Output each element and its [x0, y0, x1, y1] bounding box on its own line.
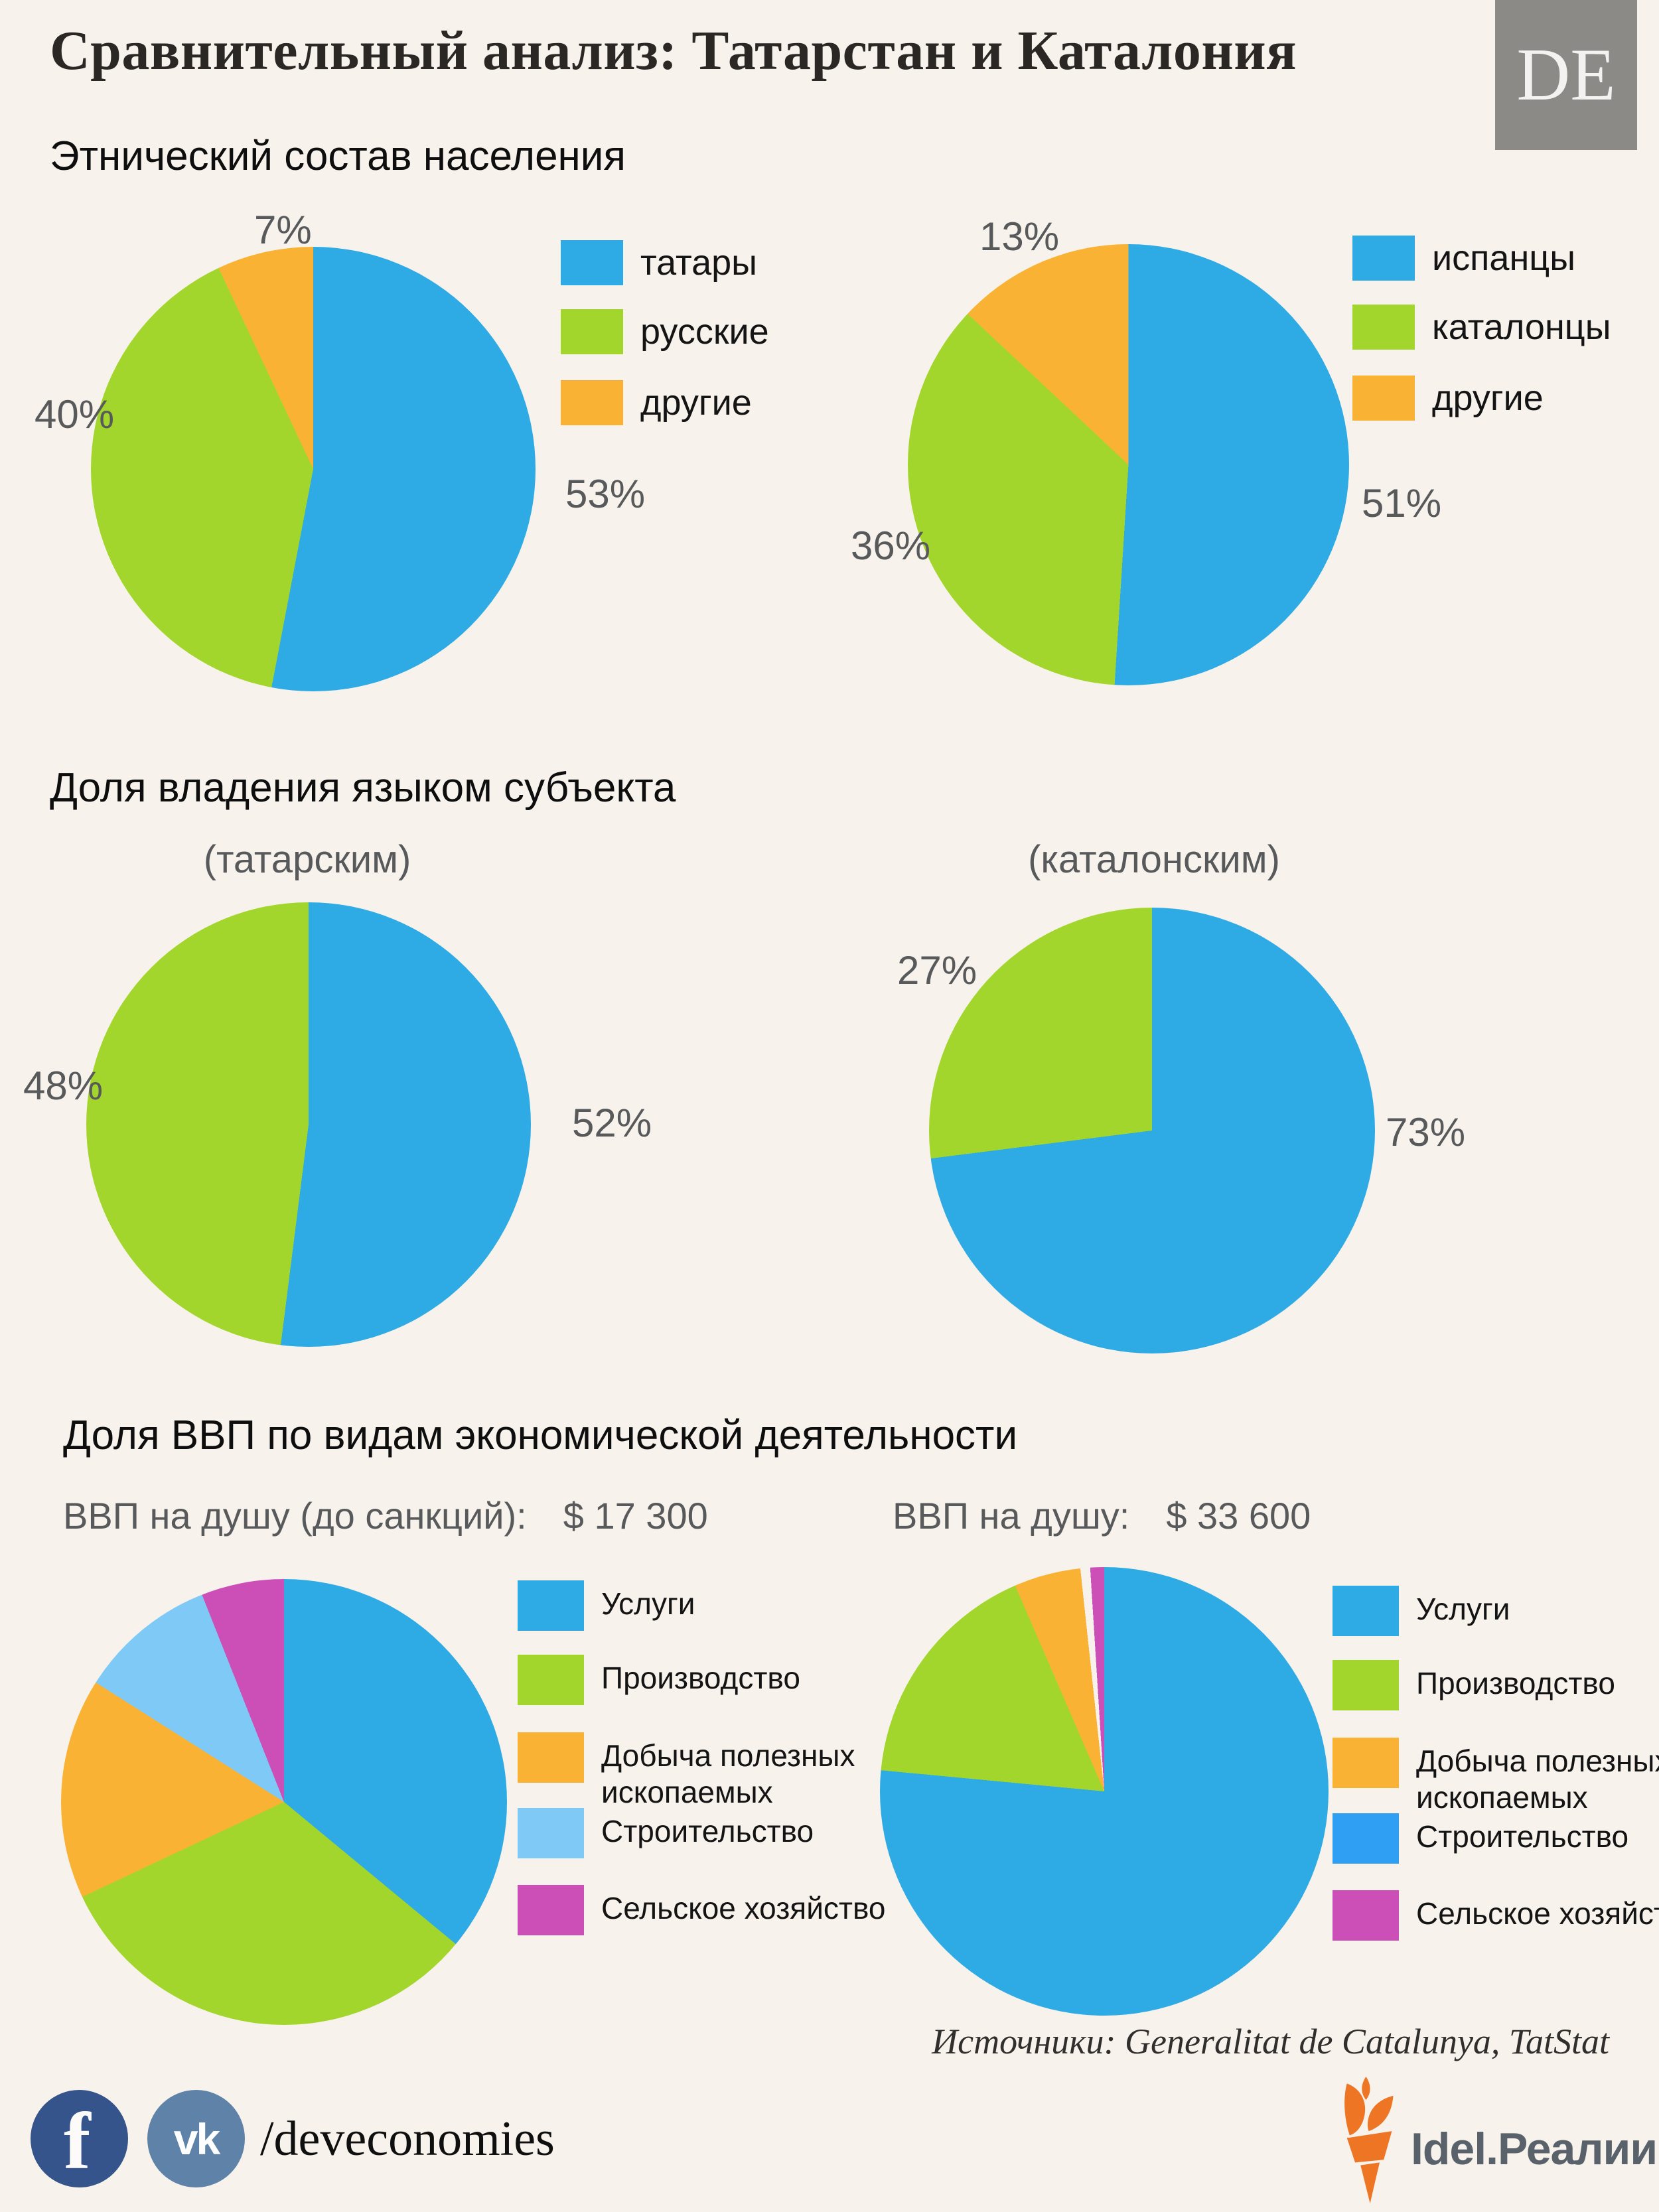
legend-label-mining-tat: Добыча полезных ископаемых [601, 1738, 855, 1810]
legend-item-manufacturing-cat: Производство [1333, 1660, 1659, 1710]
gdp-per-capita-catalonia: ВВП на душу: $ 33 600 [893, 1494, 1311, 1537]
torch-icon [1344, 2077, 1394, 2203]
swatch-russians [561, 309, 623, 354]
gdp-value-tatarstan: $ 17 300 [563, 1495, 708, 1537]
swatch-others-tat [561, 380, 623, 425]
source-note: Источники: Generalitat de Catalunya, Tat… [932, 2022, 1609, 2061]
legend-item-russians: русские [561, 309, 769, 354]
pie-label-spaniards: 51% [1362, 481, 1442, 525]
swatch-agriculture-tat [518, 1885, 584, 1935]
pie-label-catalan-yes: 73% [1386, 1110, 1466, 1154]
idel-realii-text: Idel.Реалии [1411, 2124, 1658, 2174]
legend-label-manufacturing-cat: Производство [1416, 1666, 1615, 1700]
pie-label-tatar-yes: 52% [572, 1101, 652, 1145]
legend-label-agriculture-tat: Сельское хозяйство [601, 1891, 886, 1925]
section-language-heading: Доля владения языком субъекта [50, 765, 676, 811]
de-logo: DE [1495, 0, 1637, 150]
social-handle-link[interactable]: /deveconomies [260, 2112, 555, 2166]
pie-label-tatars: 53% [565, 472, 646, 516]
swatch-services-tat [518, 1580, 584, 1631]
swatch-others-cat [1352, 376, 1415, 421]
pie-language-catalonia [929, 908, 1375, 1353]
swatch-catalans [1352, 305, 1415, 350]
legend-label-catalans: каталонцы [1432, 307, 1611, 347]
vk-letters: vk [173, 2114, 220, 2164]
pie-label-other-catalonia: 13% [979, 214, 1060, 259]
legend-label-services-tat: Услуги [601, 1586, 695, 1621]
swatch-manufacturing-cat [1333, 1660, 1399, 1710]
legend-label-spaniards: испанцы [1432, 238, 1575, 278]
legend-label-tatars: татары [640, 243, 757, 283]
pie-label-catalans: 36% [851, 523, 931, 568]
legend-item-agriculture-cat: Сельское хозяйство [1333, 1890, 1659, 1941]
de-logo-text: DE [1516, 33, 1616, 116]
legend-label-mining-cat: Добыча полезных ископаемых [1416, 1744, 1659, 1815]
page-title: Сравнительный анализ: Татарстан и Катало… [50, 20, 1297, 82]
section-gdp-heading: Доля ВВП по видам экономической деятельн… [63, 1413, 1018, 1458]
swatch-construction-cat [1333, 1813, 1399, 1864]
swatch-agriculture-cat [1333, 1890, 1399, 1941]
idel-realii-logo: Idel.Реалии [1326, 2075, 1658, 2208]
legend-item-others-tat: другие [561, 380, 752, 425]
legend-label-russians: русские [640, 312, 769, 352]
legend-item-others-cat: другие [1352, 376, 1544, 421]
facebook-letter: f [64, 2097, 91, 2186]
pie-label-russians: 40% [35, 392, 115, 437]
pie-language-tatarstan [86, 902, 531, 1347]
pie-gdp-catalonia [880, 1567, 1329, 2016]
legend-item-construction-tat: Строительство [518, 1808, 900, 1858]
subtitle-tatar-language: (татарским) [203, 838, 411, 881]
pie-label-catalan-no: 27% [897, 948, 977, 993]
swatch-mining-cat [1333, 1738, 1399, 1788]
legend-label-others-cat: другие [1432, 378, 1544, 418]
swatch-manufacturing-tat [518, 1655, 584, 1705]
gdp-label-tatarstan: ВВП на душу (до санкций): [63, 1495, 527, 1537]
gdp-value-catalonia: $ 33 600 [1166, 1495, 1311, 1537]
legend-item-spaniards: испанцы [1352, 236, 1575, 281]
legend-item-catalans: каталонцы [1352, 305, 1611, 350]
legend-label-agriculture-cat: Сельское хозяйство [1416, 1896, 1659, 1931]
swatch-services-cat [1333, 1586, 1399, 1636]
pie-gdp-tatarstan [61, 1579, 507, 2025]
legend-label-services-cat: Услуги [1416, 1592, 1510, 1626]
legend-item-services-cat: Услуги [1333, 1586, 1659, 1636]
subtitle-catalan-language: (каталонским) [1028, 838, 1280, 881]
legend-label-construction-cat: Строительство [1416, 1819, 1629, 1854]
gdp-label-catalonia: ВВП на душу: [893, 1495, 1130, 1537]
pie-label-tatar-no: 48% [23, 1064, 104, 1108]
legend-item-services-tat: Услуги [518, 1580, 900, 1631]
facebook-icon[interactable]: f [31, 2090, 128, 2187]
legend-item-mining-cat: Добыча полезных ископаемых [1333, 1738, 1659, 1816]
legend-item-manufacturing-tat: Производство [518, 1655, 900, 1705]
legend-label-manufacturing-tat: Производство [601, 1661, 800, 1695]
legend-label-construction-tat: Строительство [601, 1814, 814, 1848]
legend-label-others-tat: другие [640, 383, 752, 423]
legend-item-mining-tat: Добыча полезных ископаемых [518, 1732, 900, 1811]
swatch-spaniards [1352, 236, 1415, 281]
pie-ethnic-tatarstan [91, 247, 536, 691]
swatch-construction-tat [518, 1808, 584, 1858]
legend-item-construction-cat: Строительство [1333, 1813, 1659, 1864]
section-ethnic-heading: Этнический состав населения [50, 133, 626, 179]
swatch-tatars [561, 240, 623, 285]
pie-ethnic-catalonia [908, 244, 1349, 685]
legend-item-agriculture-tat: Сельское хозяйство [518, 1885, 900, 1935]
gdp-per-capita-tatarstan: ВВП на душу (до санкций): $ 17 300 [63, 1494, 708, 1537]
pie-label-other-tatarstan: 7% [254, 208, 312, 252]
vk-icon[interactable]: vk [147, 2090, 245, 2187]
legend-item-tatars: татары [561, 240, 757, 285]
swatch-mining-tat [518, 1732, 584, 1783]
